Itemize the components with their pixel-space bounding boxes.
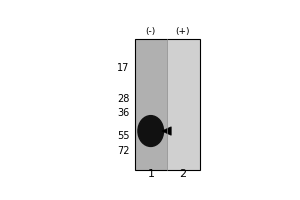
Text: 72: 72	[117, 146, 129, 156]
Text: 2: 2	[179, 169, 186, 179]
Text: 17: 17	[117, 63, 129, 73]
Text: 28: 28	[117, 94, 129, 104]
Text: (-): (-)	[146, 27, 156, 36]
Bar	[167, 39, 200, 170]
Polygon shape	[162, 127, 171, 135]
Text: 1: 1	[148, 169, 155, 179]
Text: 55: 55	[117, 131, 129, 141]
Text: (+): (+)	[175, 27, 189, 36]
Bar	[135, 39, 200, 170]
Ellipse shape	[138, 116, 164, 146]
Text: 36: 36	[117, 108, 129, 118]
Bar	[135, 39, 166, 170]
